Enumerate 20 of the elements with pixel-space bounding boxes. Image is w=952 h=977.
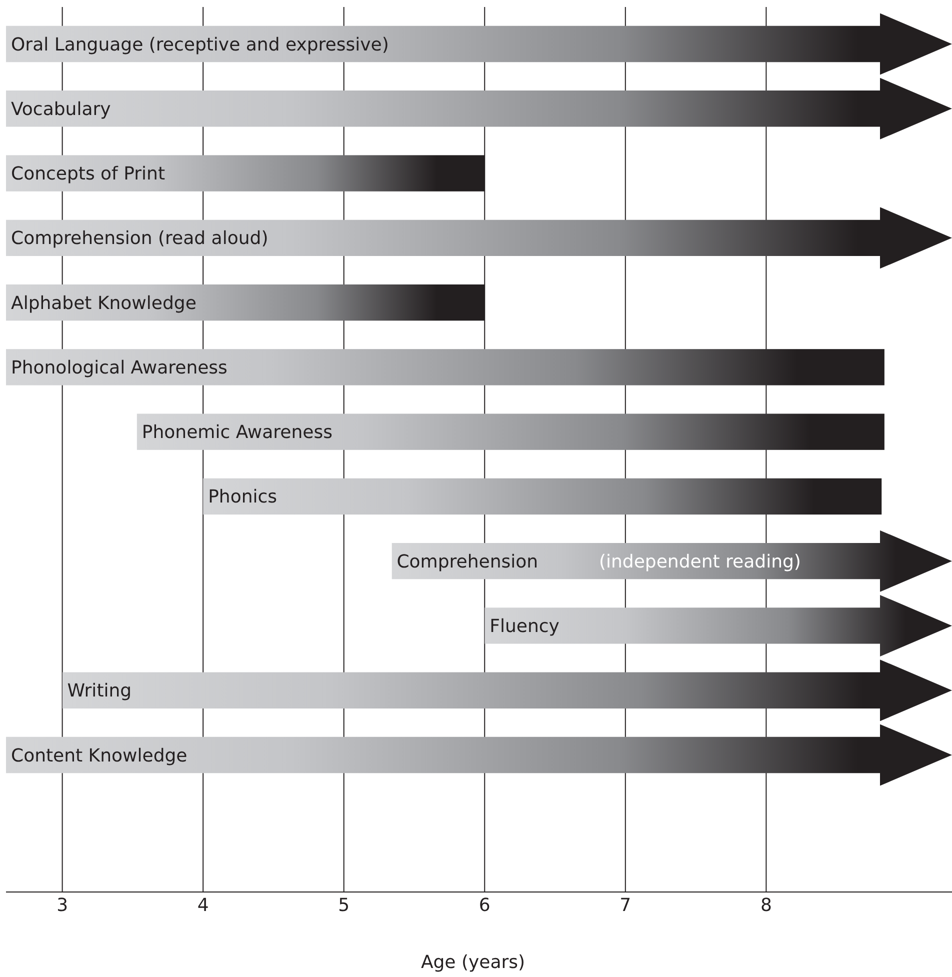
x-tick-label: 5 xyxy=(338,894,350,916)
y-tick-label: Content Knowledge xyxy=(11,745,188,766)
y-tick-label: Fluency xyxy=(490,616,560,638)
x-tick-label: 4 xyxy=(197,894,209,916)
y-tick-label: Oral Language (receptive and expressive) xyxy=(11,34,389,56)
y-tick-label: Writing xyxy=(67,680,132,702)
x-tick-label: 7 xyxy=(620,894,632,916)
y-tick-label: Phonemic Awareness xyxy=(142,422,332,444)
y-tick-label: Vocabulary xyxy=(11,98,112,120)
x-tick-label: 6 xyxy=(478,894,490,916)
y-tick-label: Phonics xyxy=(208,486,278,508)
y-tick-label: Comprehension xyxy=(396,551,538,572)
y-tick-label: Alphabet Knowledge xyxy=(11,292,196,314)
x-axis-title: Age (years) xyxy=(420,952,526,973)
annotation: (independent reading) xyxy=(599,551,801,572)
x-tick-label: 3 xyxy=(56,894,68,916)
y-tick-label: Phonological Awareness xyxy=(11,357,228,378)
y-tick-label: Comprehension (read aloud) xyxy=(11,228,268,250)
y-tick-label: Concepts of Print xyxy=(11,164,166,185)
x-tick-label: 8 xyxy=(760,894,772,916)
